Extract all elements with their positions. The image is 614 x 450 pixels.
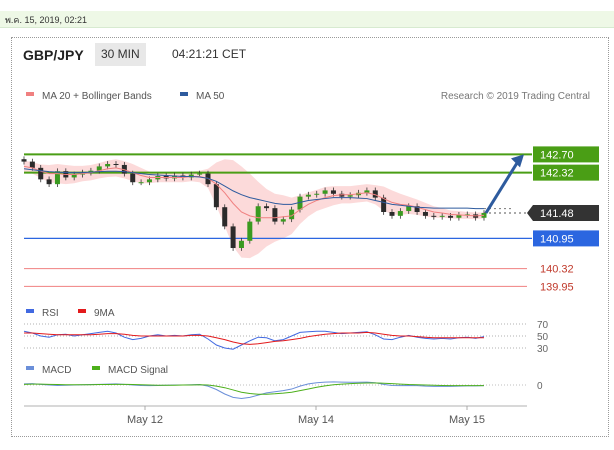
- macd-level-label: 0: [537, 381, 543, 392]
- candle-body: [389, 212, 395, 216]
- candle-body: [448, 215, 454, 218]
- candle-body: [197, 173, 203, 175]
- candle-body: [213, 184, 219, 208]
- candle-body: [289, 209, 295, 220]
- legend-swatch-macd-signal: [92, 366, 100, 370]
- legend-label-macd-signal: MACD Signal: [108, 365, 168, 376]
- rsi-ma-line: [24, 331, 484, 345]
- legend-swatch-rsi: [26, 309, 34, 313]
- candle-body: [431, 215, 437, 217]
- candle-body: [255, 206, 261, 222]
- candle-body: [38, 167, 44, 180]
- candle-body: [322, 190, 328, 194]
- candle-body: [272, 208, 278, 222]
- date-text: พ.ค. 15, 2019, 02:21: [5, 15, 88, 25]
- chart-time: 04:21:21 CET: [172, 47, 247, 61]
- legend-swatch-ma20: [26, 92, 34, 96]
- candle-body: [347, 195, 353, 197]
- resistance-label-box: [533, 164, 599, 181]
- candle-body: [297, 196, 303, 210]
- candle-body: [314, 193, 320, 195]
- macd-signal-line: [23, 382, 484, 395]
- legend-label-ma50: MA 50: [196, 91, 225, 102]
- credit-text: Research © 2019 Trading Central: [441, 91, 590, 102]
- rsi-line: [23, 330, 485, 350]
- candle-body: [21, 159, 27, 162]
- candle-body: [264, 206, 270, 209]
- projection-arrow: [484, 160, 520, 214]
- candle-body: [130, 173, 136, 183]
- chart-header: GBP/JPY 30 MIN 04:21:21 CET: [12, 38, 608, 72]
- target-support-label: 140.32: [540, 264, 574, 276]
- candle-body: [96, 166, 102, 171]
- current-price-box: [527, 204, 599, 221]
- x-tick-label: May 15: [449, 414, 485, 426]
- candle-body: [138, 182, 144, 184]
- candle-body: [29, 161, 35, 168]
- candle-body: [280, 219, 286, 222]
- x-tick-label: May 14: [298, 414, 334, 426]
- rsi-level-label: 50: [537, 332, 549, 343]
- target-support-label: 139.95: [540, 281, 574, 293]
- legend-swatch-rsi-ma: [78, 309, 86, 313]
- legend-label-ma20: MA 20 + Bollinger Bands: [42, 91, 152, 102]
- legend-label-macd: MACD: [42, 365, 71, 376]
- support-label-box: [533, 230, 599, 247]
- candle-body: [105, 164, 111, 167]
- candle-body: [230, 226, 236, 248]
- candle-body: [397, 211, 403, 216]
- date-bar: พ.ค. 15, 2019, 02:21: [0, 11, 614, 28]
- ma20-line: [23, 165, 485, 219]
- candle-body: [381, 197, 387, 212]
- resistance-label: 142.32: [540, 168, 574, 180]
- ma50-line: [23, 168, 484, 210]
- resistance-label: 142.70: [540, 149, 574, 161]
- chart-canvas: MA 20 + Bollinger Bands MA 50 Research © 2…: [21, 91, 599, 426]
- chart-card: GBP/JPY 30 MIN 04:21:21 CET MA 20 + Boll…: [11, 37, 609, 437]
- candle-body: [247, 221, 253, 241]
- projection-arrow-head: [511, 154, 524, 168]
- candle-body: [439, 215, 445, 217]
- x-tick-label: May 12: [127, 414, 163, 426]
- candle-body: [71, 174, 77, 178]
- candle-body: [422, 212, 428, 216]
- bollinger-band: [24, 159, 484, 259]
- candle-body: [54, 171, 60, 185]
- candle-body: [372, 190, 378, 198]
- candle-body: [456, 214, 462, 218]
- legend-swatch-ma50: [180, 92, 188, 96]
- candle-body: [305, 194, 311, 197]
- candle-body: [46, 179, 52, 185]
- rsi-level-label: 30: [537, 344, 549, 355]
- candle-body: [364, 190, 370, 193]
- candle-body: [222, 207, 228, 227]
- legend-label-rsi: RSI: [42, 308, 59, 319]
- candle-body: [414, 206, 420, 212]
- candle-body: [238, 240, 244, 248]
- candle-body: [330, 190, 336, 194]
- candle-body: [113, 164, 119, 165]
- legend-label-rsi-ma: 9MA: [94, 308, 115, 319]
- resistance-label-box: [533, 146, 599, 163]
- currency-pair: GBP/JPY: [23, 47, 84, 63]
- support-label: 140.95: [540, 233, 574, 245]
- current-price-label: 141.48: [540, 208, 574, 220]
- rsi-level-label: 70: [537, 320, 549, 331]
- candle-body: [146, 179, 152, 183]
- legend-swatch-macd: [26, 366, 34, 370]
- candle-body: [406, 206, 412, 212]
- timeframe-button[interactable]: 30 MIN: [95, 43, 146, 66]
